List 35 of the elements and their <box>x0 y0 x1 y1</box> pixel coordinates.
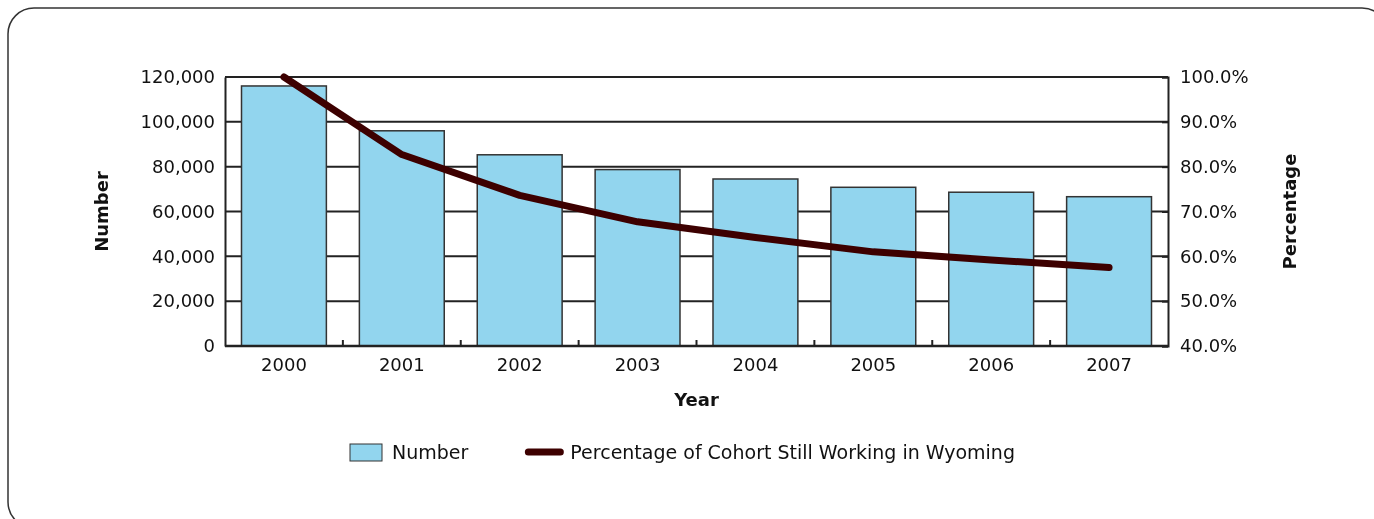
y-tick-label: 20,000 <box>152 290 215 312</box>
y2-tick-label: 40.0% <box>1180 335 1238 357</box>
y2-tick-label: 60.0% <box>1180 245 1238 267</box>
x-tick-label: 2004 <box>732 353 779 375</box>
bar <box>830 186 917 347</box>
x-tick-label: 2002 <box>496 353 543 375</box>
y-tick-label: 80,000 <box>152 155 215 177</box>
bar <box>594 168 681 347</box>
y2-axis-title: Percentage <box>1279 153 1300 270</box>
bar <box>476 154 563 347</box>
bar <box>358 130 445 347</box>
y2-tick-label: 100.0% <box>1180 66 1249 88</box>
y2-tick-label: 80.0% <box>1180 155 1238 177</box>
y2-tick-label: 90.0% <box>1180 111 1238 133</box>
bar <box>1065 195 1153 347</box>
bar <box>240 85 328 347</box>
legend-label: Percentage of Cohort Still Working in Wyoming <box>570 441 1015 463</box>
bar <box>712 178 799 347</box>
x-tick-label: 2000 <box>261 353 307 375</box>
legend-label: Number <box>392 441 469 463</box>
x-tick-label: 2006 <box>968 353 1015 375</box>
y-tick-label: 40,000 <box>152 245 215 267</box>
y-tick-label: 60,000 <box>152 200 215 222</box>
y-axis-title: Number <box>91 171 112 252</box>
x-axis-title: Year <box>673 389 719 410</box>
x-tick-label: 2001 <box>378 353 425 375</box>
y-tick-label: 0 <box>203 335 215 357</box>
x-tick-label: 2005 <box>850 353 897 375</box>
y-tick-label: 100,000 <box>140 111 215 133</box>
y2-tick-label: 50.0% <box>1180 290 1238 312</box>
x-tick-label: 2003 <box>614 353 661 375</box>
bar <box>948 191 1035 347</box>
y2-tick-label: 70.0% <box>1180 200 1238 222</box>
y-tick-label: 120,000 <box>140 66 215 88</box>
x-tick-label: 2007 <box>1086 353 1132 375</box>
